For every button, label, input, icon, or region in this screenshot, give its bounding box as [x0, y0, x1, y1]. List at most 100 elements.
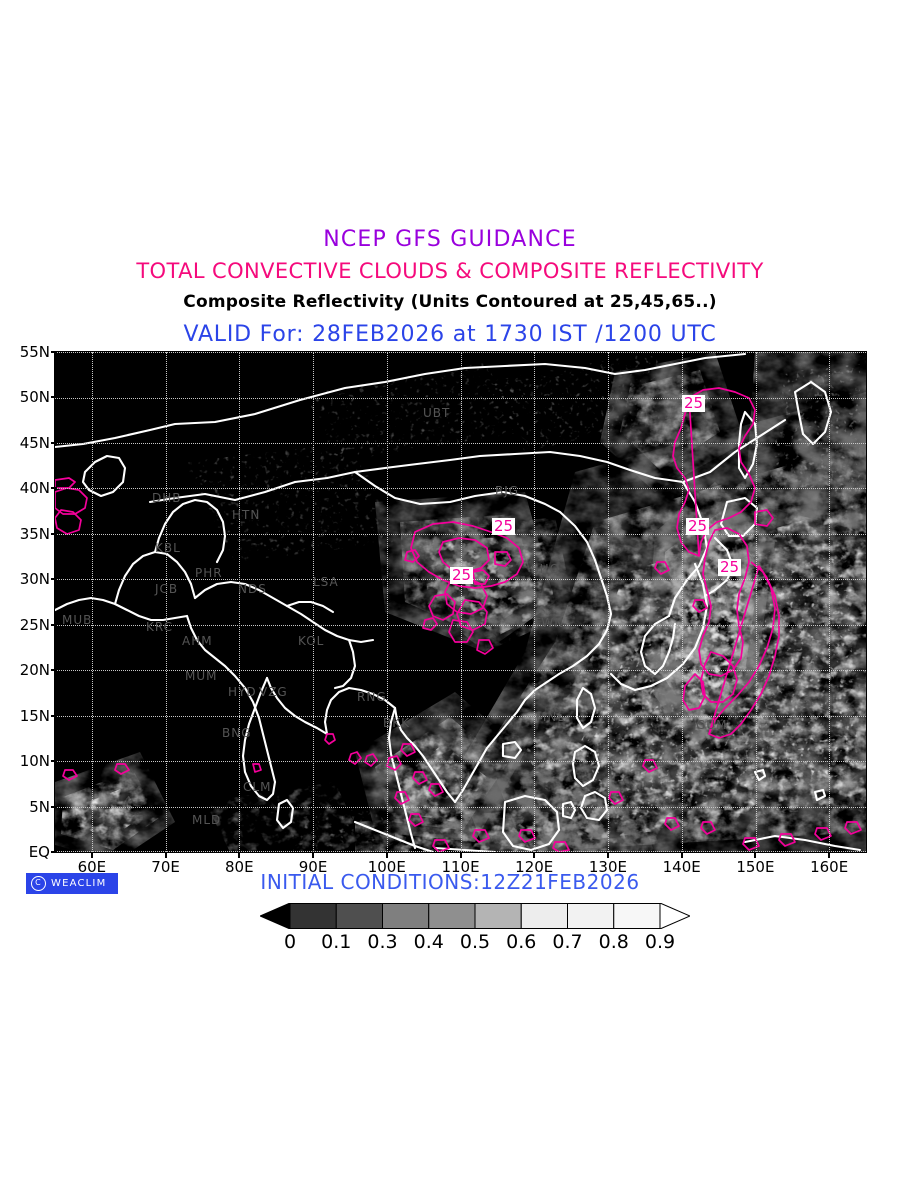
contour-value-label: 25: [492, 517, 516, 535]
city-label: BNG: [222, 726, 252, 740]
city-label: MUM: [185, 669, 218, 683]
city-label: RNG: [357, 690, 387, 704]
x-axis-tick-label: 120E: [515, 858, 554, 876]
y-axis-tick: [51, 669, 57, 672]
y-axis-tick: [51, 623, 57, 626]
y-axis-tick: [51, 532, 57, 535]
city-label: MNL: [536, 710, 566, 724]
colorbar-tick-label: 0.5: [459, 931, 491, 953]
y-axis-tick: [51, 578, 57, 581]
contour-value-label: 25: [450, 566, 474, 584]
x-axis-tick-label: 90E: [298, 858, 328, 876]
y-axis-tick-label: 35N: [19, 524, 50, 543]
x-axis-tick-label: 110E: [441, 858, 480, 876]
map-plot-area: UBT DHB HTN KBL BJG LSA SHG JCB NDS PHR MUB KRC AHM K…: [54, 351, 867, 853]
map-graphic: [55, 352, 866, 852]
x-axis-tick: [606, 852, 609, 858]
colorbar-segment: [474, 903, 522, 929]
y-axis-tick-label: 55N: [19, 343, 50, 361]
colorbar: 0 0.1 0.3 0.4 0.5 0.6 0.7 0.8 0.9: [260, 903, 690, 961]
y-axis-tick: [51, 351, 57, 353]
city-label: CLM: [243, 780, 272, 794]
x-axis-tick: [238, 852, 241, 858]
x-axis-tick-label: 70E: [151, 858, 180, 876]
city-label: AHM: [182, 634, 213, 648]
y-axis-tick: [51, 714, 57, 717]
x-axis-tick: [754, 852, 757, 858]
city-label: HTN: [232, 508, 261, 522]
weaclim-logo[interactable]: C WEACLIM: [26, 873, 118, 894]
city-label: BKK: [383, 716, 410, 730]
colorbar-max-arrow: [659, 903, 690, 929]
copyright-icon: C: [31, 876, 46, 891]
y-axis-tick-label: EQ: [28, 843, 50, 861]
x-axis-tick-label: 150E: [736, 858, 775, 876]
y-axis-tick-label: 45N: [19, 433, 50, 452]
x-axis-tick-label: 100E: [367, 858, 406, 876]
city-label: KBL: [155, 541, 181, 555]
city-label: NDS: [238, 582, 267, 596]
colorbar-segment: [567, 903, 615, 929]
colorbar-min-arrow: [260, 903, 291, 929]
city-label: LSA: [313, 575, 339, 589]
contour-value-label: 25: [682, 394, 706, 412]
y-axis-tick-label: 25N: [19, 615, 50, 634]
city-label: HYD: [228, 685, 257, 699]
colorbar-tick-label: 0.8: [598, 931, 629, 953]
page-subtitle: TOTAL CONVECTIVE CLOUDS & COMPOSITE REFL…: [136, 259, 764, 283]
colorbar-segment: [289, 903, 337, 929]
city-label: TWN: [533, 616, 565, 630]
y-axis-tick: [51, 441, 57, 444]
y-axis-tick: [51, 396, 57, 399]
map-canvas: [55, 352, 866, 852]
city-label: SHG: [531, 562, 560, 576]
y-axis-tick: [51, 805, 57, 808]
city-label: PHR: [195, 566, 223, 580]
colorbar-swatches: [260, 903, 690, 929]
city-label: GUM: [696, 718, 728, 732]
colorbar-tick-label: 0.6: [506, 931, 537, 953]
city-label: MUB: [62, 613, 93, 627]
colorbar-segment: [382, 903, 430, 929]
x-axis-tick: [533, 852, 536, 858]
x-axis-tick: [459, 852, 462, 858]
contour-value-label: 25: [686, 517, 710, 535]
colorbar-tick-label: 0.1: [321, 931, 352, 953]
y-axis-tick-label: 40N: [19, 479, 50, 498]
x-axis-tick-label: 60E: [77, 858, 107, 876]
y-axis-tick-label: 30N: [19, 570, 50, 589]
x-axis-tick-label: 160E: [810, 858, 849, 876]
colorbar-tick-label: 0: [283, 931, 297, 953]
city-label: MLD: [192, 813, 222, 827]
city-label: JCB: [155, 582, 179, 596]
contour-value-label: 25: [718, 558, 742, 576]
y-axis-tick-label: 5N: [29, 797, 50, 816]
colorbar-tick-label: 0.3: [367, 931, 398, 953]
y-axis-tick-label: 20N: [19, 661, 50, 680]
y-axis-tick: [51, 851, 57, 853]
x-axis-tick: [164, 852, 167, 858]
colorbar-segment: [613, 903, 661, 929]
x-axis-tick: [90, 852, 93, 858]
colorbar-segment: [428, 903, 476, 929]
x-axis-tick-label: 130E: [588, 858, 627, 876]
colorbar-segment: [335, 903, 383, 929]
valid-time-label: VALID For: 28FEB2026 at 1730 IST /1200 U…: [183, 322, 717, 347]
initial-conditions-label: INITIAL CONDITIONS:12Z21FEB2026: [260, 870, 640, 894]
city-label: UBT: [423, 406, 451, 420]
city-label: BJG: [495, 484, 520, 498]
y-axis-tick-label: 15N: [19, 706, 50, 725]
colorbar-segment: [520, 903, 568, 929]
colorbar-tick-label: 0.4: [413, 931, 444, 953]
city-label: KRC: [146, 620, 173, 634]
x-axis-tick: [680, 852, 683, 858]
y-axis-tick-label: 50N: [19, 388, 50, 407]
page-title: NCEP GFS GUIDANCE: [323, 227, 577, 252]
units-annotation: Composite Reflectivity (Units Contoured …: [183, 292, 717, 312]
x-axis-tick: [828, 852, 831, 858]
x-axis-tick: [385, 852, 388, 858]
x-axis-tick: [312, 852, 315, 858]
logo-text: WEACLIM: [51, 878, 107, 889]
city-label: KOL: [298, 634, 325, 648]
city-label: VZG: [259, 685, 288, 699]
